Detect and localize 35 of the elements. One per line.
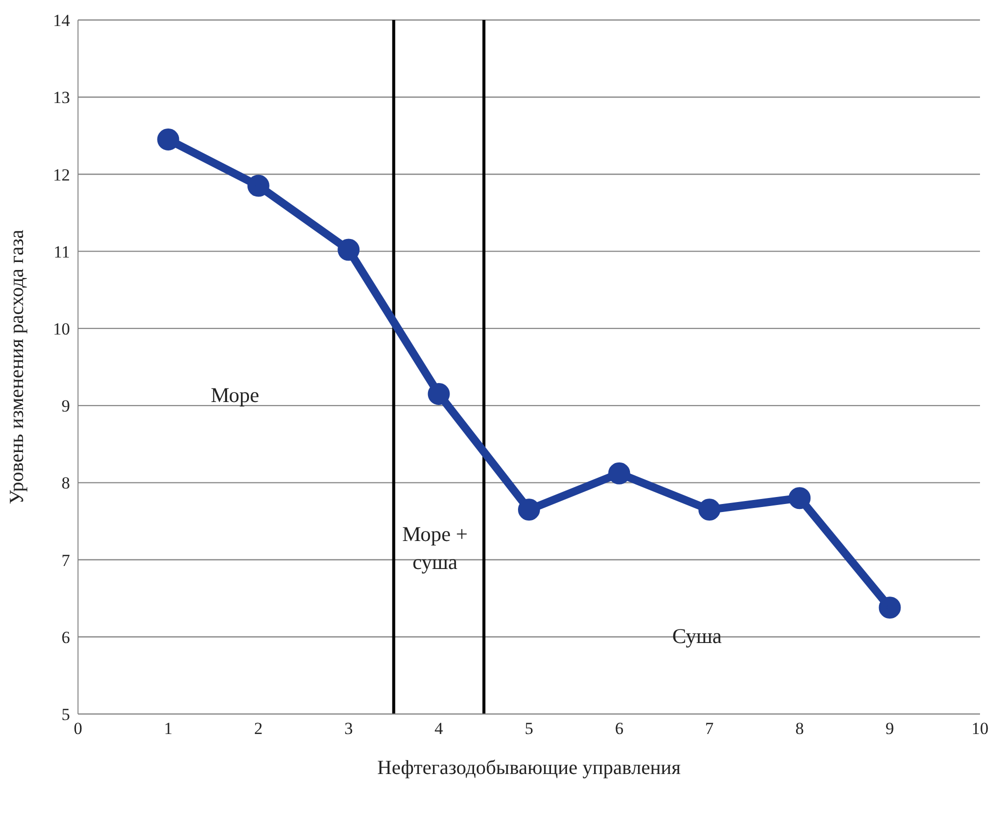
x-tick-label: 5 [524,719,534,738]
annotation: Море + суша [401,521,469,576]
point [878,596,901,619]
x-tick-label: 6 [614,719,624,738]
y-tick-label: 11 [54,242,70,262]
point [247,174,270,197]
y-tick-label: 7 [62,550,70,570]
annotation: Суша [671,623,723,650]
x-tick-label: 3 [344,719,353,738]
y-tick-label: 9 [62,396,70,416]
x-tick-label: 4 [434,719,444,738]
y-tick-label: 5 [62,705,70,724]
x-axis-title: Нефтегазодобывающие управления [377,757,681,779]
x-tick-label: 0 [74,719,82,738]
x-tick-label: 8 [795,719,804,738]
point [157,128,180,151]
point [428,382,450,405]
annotation: Море [210,382,260,409]
y-axis-title: Уровень изменения расхода газа [6,230,28,504]
x-tick-label: 1 [164,719,172,738]
x-tick-label: 9 [886,719,894,738]
point [518,498,540,521]
y-tick-label: 12 [53,165,70,184]
y-tick-label: 13 [53,88,70,108]
x-tick-label: 2 [254,719,263,738]
point [338,238,360,261]
x-tick-label: 7 [705,719,714,738]
x-tick-label: 10 [972,719,988,738]
y-tick-label: 6 [62,628,70,647]
point [788,487,811,510]
point [608,462,630,484]
y-tick-label: 10 [53,319,70,338]
y-tick-label: 14 [53,11,70,30]
y-tick-label: 8 [62,474,70,493]
point [698,498,720,521]
